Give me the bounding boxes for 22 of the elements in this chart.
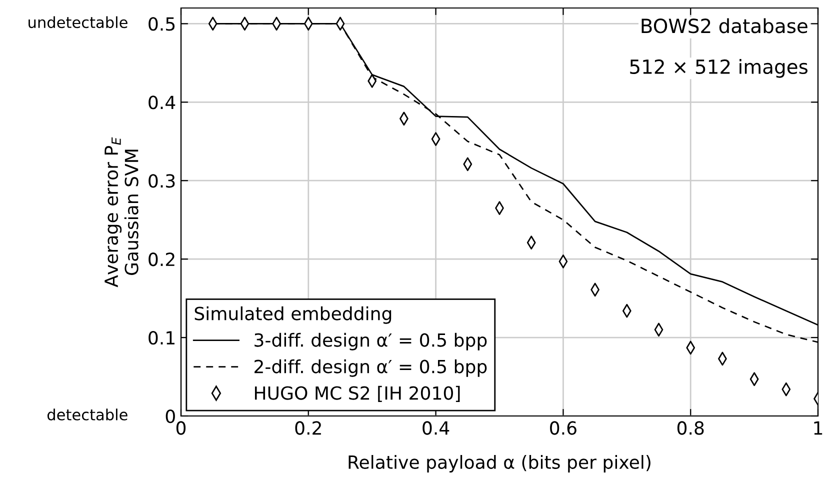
x-tick-label: 1 — [814, 421, 822, 435]
x-axis-title: Relative payload α (bits per pixel) — [348, 455, 650, 472]
x-tick-label: 0.8 — [677, 421, 704, 435]
legend-label: HUGO MC S2 [IH 2010] — [254, 386, 460, 402]
legend-label: 2-diff. design α′ = 0.5 bpp — [254, 359, 487, 377]
y-tick-label: 0.4 — [148, 96, 176, 110]
annotation: 512 × 512 images — [630, 59, 808, 78]
text: detectable — [47, 408, 128, 420]
y-tick-label: 0.1 — [148, 331, 174, 345]
text: undetectable — [28, 16, 128, 28]
legend-title: Simulated embedding — [194, 306, 392, 324]
x-tick-label: 0.6 — [550, 421, 576, 435]
legend-label: 3-diff. design α′ = 0.5 bpp — [254, 332, 487, 350]
x-tick-label: 0 — [176, 421, 186, 435]
y-tick-label: 0.2 — [148, 252, 174, 266]
annotation: BOWS2 database — [642, 18, 808, 34]
y-tick-label: 0.3 — [148, 174, 175, 188]
y-tick-label: 0 — [166, 409, 175, 424]
y-tick-label: 0.5 — [148, 17, 175, 31]
x-tick-label: 0.4 — [422, 421, 450, 435]
x-tick-label: 0.2 — [295, 421, 321, 435]
y-axis-title: Average error P$_{E}$ Gaussian SVM — [104, 137, 138, 288]
